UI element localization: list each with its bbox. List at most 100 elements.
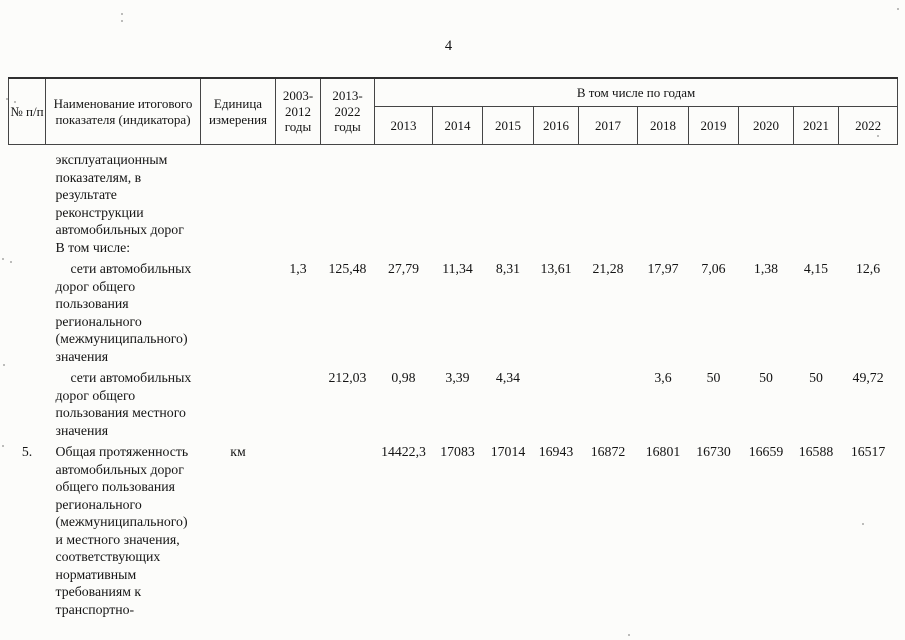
year-value-cell: 50 — [809, 370, 823, 385]
name-line: требованиям к — [55, 584, 142, 599]
row-period2-cell: 212,03 — [328, 370, 367, 385]
scan-speck — [121, 20, 123, 22]
year-value-cell: 27,79 — [387, 261, 420, 276]
row-unit-cell — [201, 145, 276, 261]
row-period1-cell — [276, 443, 321, 622]
name-line: (межмуниципального) — [55, 331, 188, 346]
header-num: № п/п — [8, 77, 46, 145]
row-period1-cell — [276, 145, 321, 261]
scan-speck — [862, 523, 864, 525]
year-value-cell: 12,6 — [855, 261, 881, 276]
scan-speck — [2, 258, 4, 260]
name-line: В том числе: — [55, 239, 131, 255]
year-header: 2019 — [688, 106, 739, 145]
name-line: значения — [55, 422, 109, 438]
year-value-cell — [375, 145, 433, 261]
year-value-cell: 50 — [706, 370, 721, 385]
row-period1-cell: 1,3 — [289, 261, 307, 276]
row-name-cell: Общая протяженность автомобильных дорог об… — [46, 443, 201, 622]
year-value-cell: 1,38 — [753, 261, 779, 276]
year-value-cell — [739, 145, 794, 261]
name-line: дорог общего — [55, 387, 136, 403]
table-row: сети автомобильных дорог общего пользовани… — [9, 369, 898, 443]
row-period1-cell — [276, 369, 321, 443]
name-line: сети автомобильных — [70, 370, 192, 385]
scan-speck — [877, 135, 879, 137]
year-value-cell — [534, 145, 579, 261]
year-value-cell: 16730 — [696, 444, 731, 459]
year-value-cell: 16588 — [798, 444, 834, 459]
year-header: 2022 — [837, 106, 899, 145]
year-value-cell: 4,34 — [495, 370, 521, 385]
year-value-cell — [579, 145, 638, 261]
year-header: 2015 — [482, 106, 534, 145]
table-row: 5. Общая протяженность автомобильных доро… — [9, 443, 898, 622]
name-line: пользования местного — [55, 405, 186, 420]
year-value-cell: 7,06 — [701, 261, 726, 276]
year-header: 2017 — [578, 106, 638, 145]
year-value-cell — [534, 369, 579, 443]
year-value-cell: 11,34 — [442, 261, 473, 276]
name-line: показателям, в — [55, 169, 142, 185]
year-header: 2018 — [637, 106, 689, 145]
year-header: 2013 — [374, 106, 433, 145]
year-value-cell — [839, 145, 898, 261]
year-value-cell: 3,39 — [445, 370, 470, 385]
name-line: регионального — [55, 496, 142, 512]
year-header: 2021 — [793, 106, 839, 145]
row-name-cell: эксплуатационным показателям, в результате… — [46, 145, 201, 261]
row-num-cell — [9, 260, 46, 369]
year-value-cell — [689, 145, 739, 261]
year-value-cell — [638, 145, 689, 261]
row-unit-cell — [201, 369, 276, 443]
year-value-cell: 14422,3 — [381, 444, 426, 459]
scan-speck — [628, 634, 630, 636]
row-unit-cell — [201, 260, 276, 369]
year-value-cell: 3,6 — [654, 370, 672, 385]
year-value-cell: 16872 — [590, 444, 626, 459]
table-row: эксплуатационным показателям, в результате… — [9, 145, 898, 261]
year-value-cell: 21,28 — [592, 261, 624, 276]
year-value-cell — [433, 145, 483, 261]
name-line: автомобильных дорог — [55, 222, 184, 237]
name-line: соответствующих — [55, 549, 161, 564]
header-period1: 2003-2012 годы — [275, 77, 321, 145]
scan-speck — [6, 98, 8, 100]
year-value-cell — [483, 145, 534, 261]
row-unit-cell: км — [230, 444, 246, 459]
name-line: реконструкции — [55, 204, 144, 220]
indicators-table: № п/п Наименование итогового показателя … — [8, 77, 899, 623]
year-header: 2014 — [432, 106, 483, 145]
year-value-cell — [579, 369, 638, 443]
table-row: сети автомобильных дорог общего пользовани… — [9, 260, 898, 369]
name-line: дорог общего — [55, 278, 136, 294]
name-line: значения — [55, 348, 109, 364]
table-body: эксплуатационным показателям, в результате… — [9, 145, 898, 623]
name-line: Общая протяженность — [55, 444, 189, 459]
year-value-cell: 17,97 — [647, 261, 679, 276]
year-value-cell: 0,98 — [391, 370, 416, 385]
name-line: транспортно- — [55, 601, 135, 617]
name-line: регионального — [55, 313, 142, 329]
row-num-cell: 5. — [21, 444, 33, 459]
scan-speck — [10, 261, 12, 263]
row-name-cell: сети автомобильных дорог общего пользовани… — [46, 369, 201, 443]
name-line: результате — [55, 187, 117, 202]
header-unit: Единица измерения — [200, 77, 276, 145]
header-period2: 2013-2022 годы — [320, 77, 375, 145]
year-value-cell: 16943 — [538, 444, 574, 459]
year-header: 2020 — [738, 106, 794, 145]
year-value-cell: 13,61 — [540, 261, 572, 276]
header-years-group: В том числе по годам — [373, 77, 899, 107]
row-num-cell — [9, 369, 46, 443]
name-line: общего пользования — [55, 479, 175, 494]
scan-speck — [14, 101, 16, 103]
row-period2-cell: 125,48 — [328, 261, 367, 276]
name-line: пользования — [55, 296, 129, 311]
year-value-cell: 16801 — [645, 444, 681, 459]
table-header: № п/п Наименование итогового показателя … — [8, 77, 899, 145]
row-num-cell — [9, 145, 46, 261]
row-period2-cell — [321, 145, 375, 261]
page-number: 4 — [444, 38, 453, 54]
name-line: эксплуатационным — [55, 152, 168, 167]
